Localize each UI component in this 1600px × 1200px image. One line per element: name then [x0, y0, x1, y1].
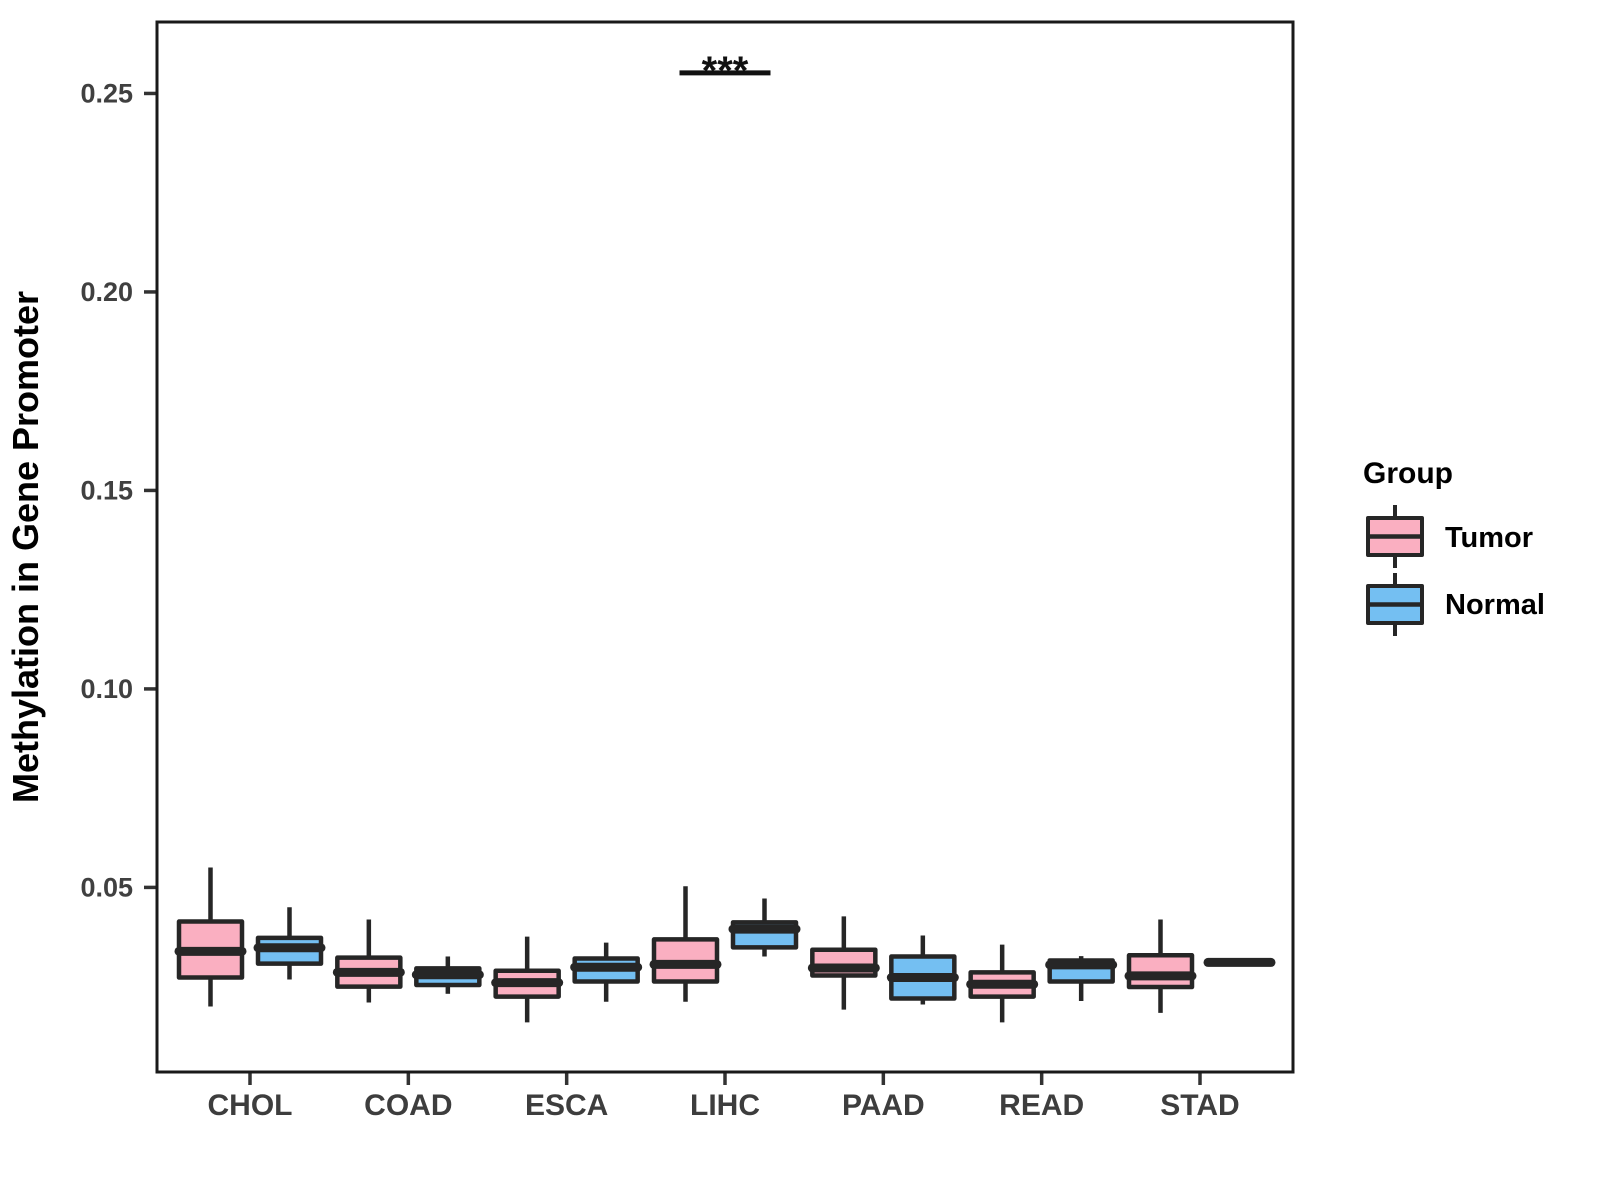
y-tick-label: 0.15	[80, 475, 133, 505]
x-tick-label-lihc: LIHC	[690, 1089, 760, 1122]
y-tick-label: 0.20	[80, 277, 133, 307]
legend-label-tumor: Tumor	[1445, 522, 1533, 554]
legend-title: Group	[1363, 457, 1453, 490]
box-stad-tumor-box	[1126, 953, 1195, 990]
x-tick-label-chol: CHOL	[208, 1089, 293, 1122]
x-tick-label-stad: STAD	[1160, 1089, 1239, 1122]
legend-label-normal: Normal	[1445, 589, 1545, 621]
panel-border	[155, 20, 1295, 1074]
y-tick-label: 0.05	[80, 872, 133, 902]
y-axis-title: Methylation in Gene Promoter	[5, 291, 46, 803]
significance-stars: ***	[702, 49, 749, 93]
x-tick-label-paad: PAAD	[842, 1089, 925, 1122]
x-tick-label-esca: ESCA	[525, 1089, 608, 1122]
x-tick-label-read: READ	[999, 1089, 1084, 1122]
y-tick-label: 0.25	[80, 78, 133, 108]
x-tick-label-coad: COAD	[364, 1089, 452, 1122]
y-tick-label: 0.10	[80, 674, 133, 704]
